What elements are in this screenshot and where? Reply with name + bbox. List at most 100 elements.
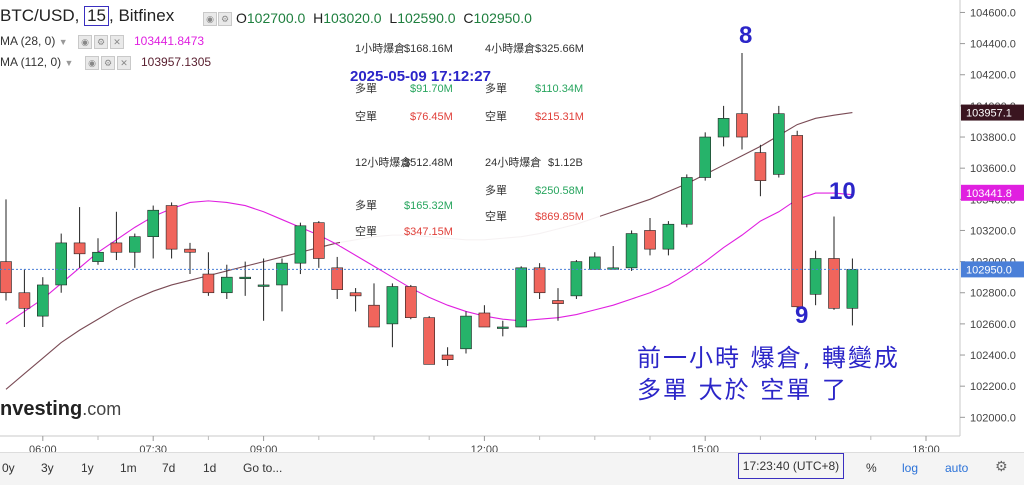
- candle-body: [92, 251, 104, 262]
- indicator-ma-28[interactable]: MA (28, 0) ▼: [0, 34, 68, 48]
- candle-body: [662, 223, 675, 250]
- candle-body: [588, 256, 601, 270]
- candle-body: [791, 135, 804, 308]
- range-button-1y[interactable]: 1y: [81, 461, 94, 475]
- liq-12h-title: 12小時爆倉: [355, 157, 412, 169]
- percent-scale-button[interactable]: %: [866, 461, 877, 475]
- symbol-name[interactable]: BTC/USD,: [0, 6, 80, 25]
- investing-logo: nvesting.com: [0, 398, 122, 420]
- price-tick-label: 102200.0: [970, 381, 1016, 393]
- ma-28-line: [5, 192, 853, 325]
- liq-4h-total: $325.66M: [535, 43, 584, 55]
- low-value: 102590.0: [397, 10, 456, 26]
- liq-12h-long-label: 多單: [355, 200, 377, 212]
- price-label-box: [961, 104, 1024, 121]
- price-label-text: 102950.0: [966, 264, 1012, 276]
- price-label-text: 103957.1: [966, 108, 1012, 120]
- candle-body: [717, 118, 730, 138]
- liquidation-panel: 1小時爆倉 $168.16M 多單 $91.70M 空單 $76.45M 4小時…: [340, 36, 600, 246]
- close-label: C: [463, 10, 474, 26]
- candle-body: [515, 267, 528, 328]
- candle-body: [184, 248, 196, 253]
- candle-body: [680, 177, 693, 225]
- liq-1h-long: $91.70M: [410, 83, 453, 95]
- gear-icon[interactable]: ⚙: [995, 458, 1008, 474]
- liq-24h-short: $869.85M: [535, 211, 584, 223]
- liquidation-timestamp: 2025-05-09 17:12:27: [350, 68, 491, 85]
- exchange-name: , Bitfinex: [109, 6, 175, 25]
- liq-1h-short: $76.45M: [410, 111, 453, 123]
- eye-icon[interactable]: ◉: [85, 56, 99, 70]
- ma-28-layer: [5, 192, 853, 325]
- eye-icon[interactable]: ◉: [78, 35, 92, 49]
- candle-body: [202, 273, 215, 294]
- range-button-3y[interactable]: 3y: [41, 461, 54, 475]
- price-tick-label: 104400.0: [970, 39, 1016, 51]
- bottom-toolbar: 0y 3y 1y 1m 7d 1d Go to... % log auto: [0, 452, 1024, 485]
- liq-1h-total: $168.16M: [404, 43, 453, 55]
- candle-body: [36, 284, 49, 317]
- range-button-1m[interactable]: 1m: [120, 461, 137, 475]
- liq-12h-short-label: 空單: [355, 226, 377, 238]
- candle-body: [294, 225, 307, 264]
- candle-body: [460, 315, 472, 350]
- liq-24h-short-label: 空單: [485, 211, 507, 223]
- settings-icon[interactable]: ⚙: [218, 12, 232, 26]
- liq-24h-long: $250.58M: [535, 185, 584, 197]
- candle-body: [699, 136, 712, 178]
- chart-clock: 17:23:40 (UTC+8): [738, 453, 844, 479]
- low-label: L: [389, 10, 398, 26]
- candle-body: [386, 286, 399, 325]
- auto-scale-button[interactable]: auto: [945, 461, 969, 475]
- range-button-0y[interactable]: 0y: [2, 461, 15, 475]
- candle-body: [55, 242, 68, 286]
- settings-icon[interactable]: ⚙: [94, 35, 108, 49]
- open-label: O: [236, 10, 247, 26]
- price-tick-label: 103800.0: [970, 132, 1016, 144]
- annotation-8: 8: [739, 22, 753, 49]
- liq-4h-long-label: 多單: [485, 83, 507, 95]
- candle-body: [625, 233, 638, 269]
- candle-body: [423, 317, 436, 365]
- candle-body: [772, 113, 785, 175]
- timeframe-box[interactable]: 15: [84, 6, 109, 26]
- annotation-note-line-1: 前一小時 爆倉, 轉變成: [637, 344, 900, 372]
- candle-body: [736, 113, 748, 138]
- liq-12h-long: $165.32M: [404, 200, 453, 212]
- liq-24h-long-label: 多單: [485, 185, 507, 197]
- candle-body: [754, 152, 767, 181]
- candle-body: [828, 258, 840, 309]
- price-tick-label: 102400.0: [970, 350, 1016, 362]
- candle-body: [165, 205, 178, 250]
- symbol-title[interactable]: BTC/USD, 15, Bitfinex: [0, 6, 174, 26]
- eye-icon[interactable]: ◉: [203, 12, 217, 26]
- liq-4h-title: 4小時爆倉: [485, 43, 536, 55]
- liq-1h-short-label: 空單: [355, 111, 377, 123]
- chevron-down-icon[interactable]: ▼: [64, 58, 74, 68]
- price-axis: 102000.0 102200.0 102400.0 102600.0 102800.0…: [959, 0, 1024, 436]
- price-label-box: [961, 184, 1024, 201]
- goto-button[interactable]: Go to...: [243, 461, 283, 475]
- annotation-10: 10: [829, 178, 856, 205]
- liq-4h-short: $215.31M: [535, 111, 584, 123]
- range-button-1d[interactable]: 1d: [203, 461, 217, 475]
- price-label-box: [961, 261, 1024, 278]
- range-button-7d[interactable]: 7d: [162, 461, 176, 475]
- log-scale-button[interactable]: log: [902, 461, 919, 475]
- price-tick-label: 103200.0: [970, 225, 1016, 237]
- settings-icon[interactable]: ⚙: [101, 56, 115, 70]
- open-value: 102700.0: [246, 10, 306, 26]
- close-icon[interactable]: ✕: [110, 35, 124, 49]
- price-tick-label: 102800.0: [970, 288, 1016, 300]
- ohlc-readout: O102700.0 H103020.0 L102590.0 C102950.0: [236, 10, 532, 26]
- indicator-ma-112[interactable]: MA (112, 0) ▼: [0, 55, 73, 69]
- ma-28-label: MA (28, 0): [0, 34, 56, 48]
- candle-body: [129, 236, 141, 253]
- candle-body: [570, 261, 583, 297]
- liq-24h-title: 24小時爆倉: [485, 157, 542, 169]
- close-icon[interactable]: ✕: [117, 56, 131, 70]
- candle-body: [441, 354, 454, 360]
- chevron-down-icon[interactable]: ▼: [58, 37, 68, 47]
- candle-body: [809, 258, 822, 295]
